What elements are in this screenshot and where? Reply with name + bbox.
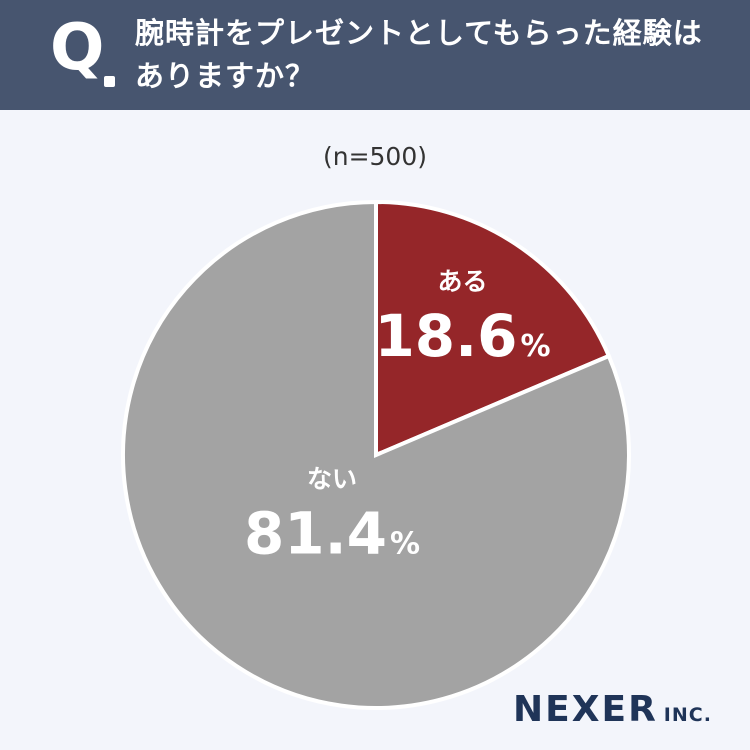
slice-yes-value-number: 18.6 [374, 302, 517, 370]
slice-yes-label: ある [438, 267, 488, 296]
slice-yes [374, 199, 612, 459]
question-header: Q 腕時計をプレゼントとしてもらった経験は ありますか？ [0, 0, 750, 110]
question-line-1: 腕時計をプレゼントとしてもらった経験は [135, 16, 703, 50]
slice-no [121, 199, 631, 710]
sample-size: (n=500) [322, 142, 428, 171]
q-dot-icon [104, 76, 115, 87]
slice-yes-value-unit: % [521, 329, 551, 364]
logo-sub-text: INC. [663, 704, 712, 726]
question-line-2: ありますか？ [135, 59, 316, 93]
slice-no-label: ない [307, 464, 357, 493]
nexer-logo: NEXER INC. [513, 692, 712, 728]
slice-yes-value: 18.6% [374, 302, 550, 370]
q-mark: Q [50, 11, 105, 85]
slice-no-value-number: 81.4 [244, 499, 387, 567]
slice-no-value-unit: % [390, 526, 420, 561]
logo-main-text: NEXER [513, 689, 658, 730]
slice-no-value: 81.4% [244, 499, 420, 567]
